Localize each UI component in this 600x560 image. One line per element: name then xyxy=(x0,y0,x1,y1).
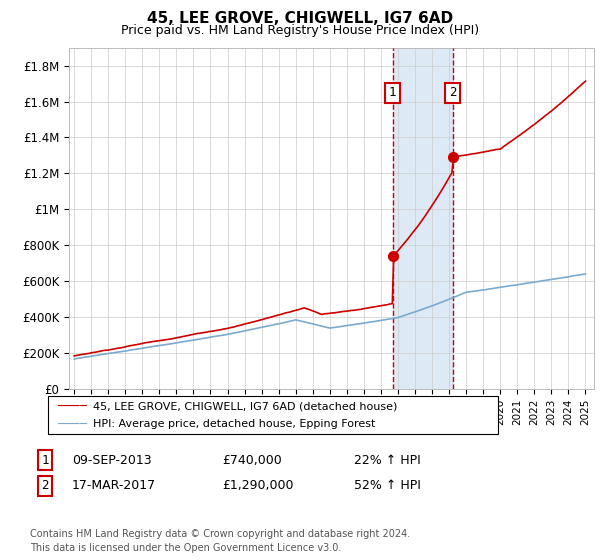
Text: £1,290,000: £1,290,000 xyxy=(222,479,293,492)
Text: This data is licensed under the Open Government Licence v3.0.: This data is licensed under the Open Gov… xyxy=(30,543,341,553)
Bar xyxy=(392,48,452,389)
Text: 17-MAR-2017: 17-MAR-2017 xyxy=(72,479,156,492)
Text: HPI: Average price, detached house, Epping Forest: HPI: Average price, detached house, Eppi… xyxy=(93,419,376,430)
Text: £740,000: £740,000 xyxy=(222,454,282,467)
Text: ────: ──── xyxy=(57,418,87,431)
Text: 45, LEE GROVE, CHIGWELL, IG7 6AD: 45, LEE GROVE, CHIGWELL, IG7 6AD xyxy=(147,11,453,26)
Text: Price paid vs. HM Land Registry's House Price Index (HPI): Price paid vs. HM Land Registry's House … xyxy=(121,24,479,36)
Text: 09-SEP-2013: 09-SEP-2013 xyxy=(72,454,152,467)
Text: 1: 1 xyxy=(389,86,397,99)
Text: 2: 2 xyxy=(449,86,457,99)
Text: 2: 2 xyxy=(41,479,49,492)
Text: 52% ↑ HPI: 52% ↑ HPI xyxy=(354,479,421,492)
Text: 45, LEE GROVE, CHIGWELL, IG7 6AD (detached house): 45, LEE GROVE, CHIGWELL, IG7 6AD (detach… xyxy=(93,402,397,412)
Text: 22% ↑ HPI: 22% ↑ HPI xyxy=(354,454,421,467)
Text: Contains HM Land Registry data © Crown copyright and database right 2024.: Contains HM Land Registry data © Crown c… xyxy=(30,529,410,539)
Text: 1: 1 xyxy=(41,454,49,467)
Text: ────: ──── xyxy=(57,400,87,413)
